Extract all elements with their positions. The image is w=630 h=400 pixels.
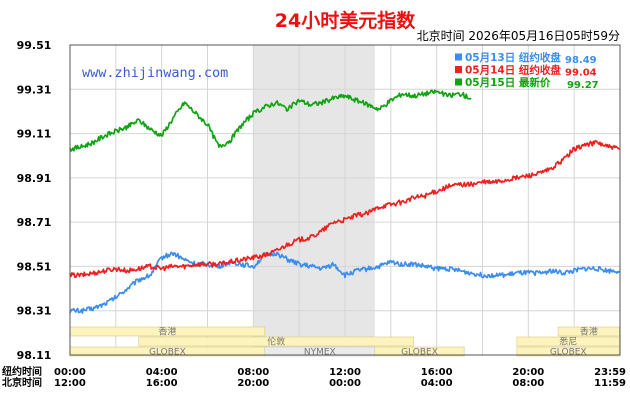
series-lines — [69, 89, 621, 314]
y-tick-label: 99.51 — [17, 39, 52, 52]
session-label: GLOBEX — [550, 348, 587, 358]
session-label: NYMEX — [304, 348, 336, 358]
y-tick-label: 98.91 — [17, 172, 52, 185]
x-tick-label: 20:00 — [512, 367, 544, 378]
x-tick-label: 12:00 — [329, 367, 361, 378]
plot-border — [69, 44, 621, 356]
x-tick-label: 20:00 — [237, 378, 269, 389]
y-tick-label: 99.31 — [17, 83, 52, 96]
legend-entry: 05月13日 纽约收盘 — [465, 51, 561, 64]
grid — [70, 45, 620, 355]
x-tick-label: 00:00 — [329, 378, 361, 389]
watermark: www.zhijinwang.com — [82, 65, 228, 81]
x-tick-label: 00:00 — [54, 367, 86, 378]
legend-entry: 05月15日 最新价 — [465, 76, 551, 89]
chart-subtitle: 北京时间 2026年05月16日05时59分 — [417, 29, 620, 43]
x-row-label: 北京时间 — [2, 376, 42, 389]
legend-swatch — [455, 53, 462, 61]
x-row-label: 纽约时间 — [2, 365, 42, 378]
y-tick-label: 98.51 — [17, 260, 52, 273]
y-tick-label: 98.11 — [17, 349, 52, 362]
y-tick-label: 98.31 — [17, 305, 52, 318]
session-label: 伦敦 — [267, 336, 285, 348]
y-tick-label: 98.71 — [17, 216, 52, 229]
session-label: 香港 — [158, 326, 176, 338]
session-label: GLOBEX — [149, 348, 186, 358]
series-line — [69, 140, 620, 279]
legend-swatch — [455, 78, 462, 86]
session-bar — [138, 336, 415, 347]
x-tick-label: 23:59 — [594, 367, 626, 378]
legend: 05月13日 纽约收盘 98.49 05月14日 纽约收盘 99.04 05月15日 最… — [455, 51, 599, 91]
x-tick-label: 12:00 — [54, 378, 86, 389]
x-tick-label: 04:00 — [421, 378, 453, 389]
legend-swatch — [455, 66, 462, 73]
session-label: 悉尼 — [559, 336, 577, 348]
session-label: GLOBEX — [401, 348, 438, 358]
x-tick-label: 08:00 — [237, 367, 269, 378]
legend-entry: 05月14日 纽约收盘 — [465, 64, 561, 77]
session-label: 香港 — [580, 326, 598, 338]
series-line — [69, 251, 621, 314]
session-bar — [374, 346, 465, 357]
x-tick-label: 16:00 — [421, 367, 453, 378]
legend-last-value: 99.27 — [567, 80, 599, 91]
x-tick-label: 08:00 — [512, 378, 544, 389]
series-line — [69, 89, 472, 152]
legend-last-value: 99.04 — [565, 68, 597, 79]
chart-title: 24小时美元指数 — [275, 9, 416, 32]
y-axis-ticks: 99.51 99.31 99.11 98.91 98.71 98.51 98.31 98.11 — [17, 39, 52, 362]
plot-frame — [69, 44, 621, 356]
x-axis-ticks: 纽约时间 00:00 04:00 08:00 12:00 16:00 20:00 23:59 北… — [2, 365, 626, 389]
y-tick-label: 99.11 — [17, 128, 52, 141]
x-tick-label: 04:00 — [146, 367, 178, 378]
x-tick-label: 11:59 — [594, 378, 626, 389]
highlight-band — [253, 45, 375, 355]
legend-last-value: 98.49 — [565, 55, 597, 66]
x-tick-label: 16:00 — [146, 378, 178, 389]
